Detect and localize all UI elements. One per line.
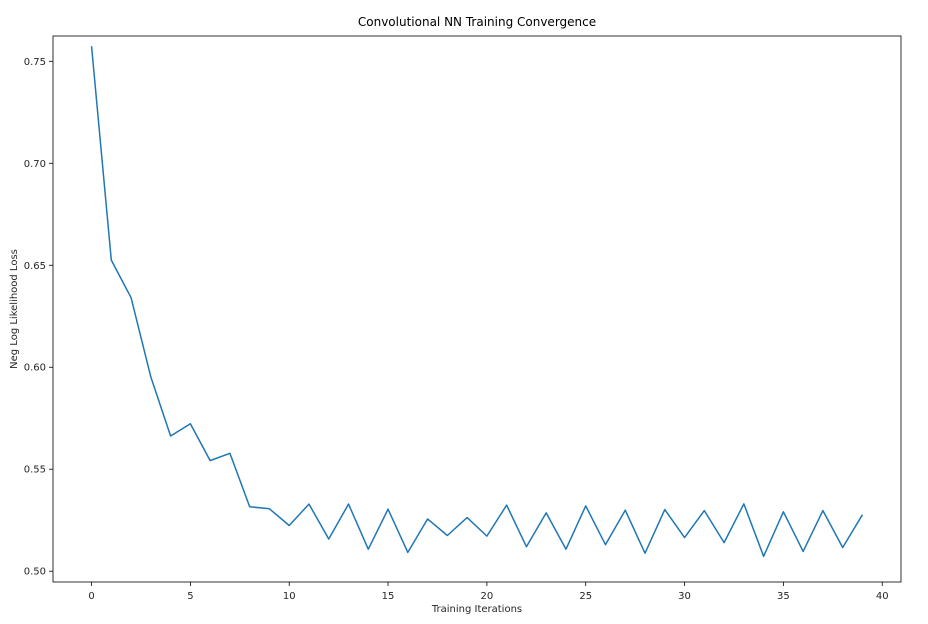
y-tick-label: 0.65 xyxy=(24,261,46,272)
x-tick-label: 35 xyxy=(777,591,790,602)
x-tick-label: 0 xyxy=(88,591,94,602)
series-line-0 xyxy=(90,46,864,558)
y-tick-label: 0.75 xyxy=(24,57,46,68)
plot-frame xyxy=(52,35,902,583)
x-tick-label: 5 xyxy=(187,591,193,602)
chart-title: Convolutional NN Training Convergence xyxy=(358,15,596,29)
y-axis-label: Neg Log Likelihood Loss xyxy=(9,249,20,369)
y-tick-label: 0.70 xyxy=(24,159,46,170)
y-tick-label: 0.50 xyxy=(24,567,46,578)
x-tick-label: 10 xyxy=(283,591,296,602)
y-tick-label: 0.55 xyxy=(24,465,46,476)
x-tick-label: 20 xyxy=(481,591,494,602)
x-tick-label: 15 xyxy=(382,591,395,602)
y-tick-label: 0.60 xyxy=(24,363,46,374)
x-tick-label: 30 xyxy=(678,591,691,602)
x-tick-label: 25 xyxy=(579,591,592,602)
plot-area: 0 5 10 15 20 25 30 35 40 0.50 0.55 0.60 0.65 0.70 0.75 xyxy=(24,35,902,602)
x-tick-label: 40 xyxy=(876,591,889,602)
x-axis-label: Training Iterations xyxy=(431,604,522,615)
